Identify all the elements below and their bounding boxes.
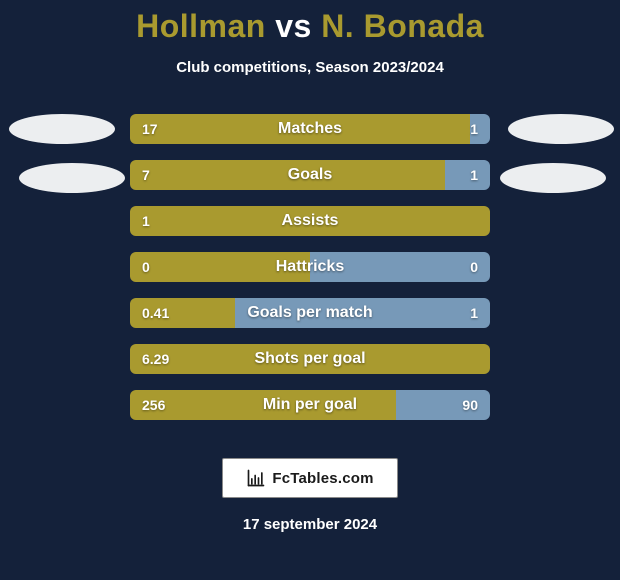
stat-row: 25690Min per goal [130,390,490,420]
club-oval-left-1 [19,163,125,193]
stat-bar-left [130,390,396,420]
stat-row: 00Hattricks [130,252,490,282]
stat-row: 6.29Shots per goal [130,344,490,374]
stat-bar-left [130,344,490,374]
stat-value-right: 1 [470,114,478,144]
stat-value-right: 1 [470,298,478,328]
stat-bar-left [130,252,310,282]
stat-value-left: 1 [142,206,150,236]
page-title: Hollman vs N. Bonada [0,8,620,45]
stat-value-left: 0.41 [142,298,169,328]
stat-bar-left [130,206,490,236]
club-oval-right-3 [500,163,606,193]
bar-chart-icon [246,468,266,488]
stat-value-left: 256 [142,390,165,420]
stat-bar-right [445,160,490,190]
stat-value-left: 6.29 [142,344,169,374]
stat-row: 71Goals [130,160,490,190]
stat-bar-right [310,252,490,282]
brand-badge: FcTables.com [222,458,398,498]
subtitle: Club competitions, Season 2023/2024 [0,59,620,76]
title-player2: N. Bonada [321,8,484,44]
title-vs: vs [275,8,312,44]
brand-text: FcTables.com [272,470,373,487]
stat-value-left: 7 [142,160,150,190]
stat-value-left: 17 [142,114,158,144]
club-oval-right-2 [508,114,614,144]
stat-bar-right [235,298,490,328]
club-oval-left-0 [9,114,115,144]
stat-row: 171Matches [130,114,490,144]
stat-row: 0.411Goals per match [130,298,490,328]
title-player1: Hollman [136,8,266,44]
stat-value-right: 0 [470,252,478,282]
stat-value-left: 0 [142,252,150,282]
stat-row: 1Assists [130,206,490,236]
stat-bar-left [130,160,445,190]
comparison-card: Hollman vs N. Bonada Club competitions, … [0,0,620,580]
stat-value-right: 90 [462,390,478,420]
comparison-chart: 171Matches71Goals1Assists00Hattricks0.41… [0,114,620,436]
stat-value-right: 1 [470,160,478,190]
stat-bar-left [130,114,470,144]
date-label: 17 september 2024 [0,516,620,533]
